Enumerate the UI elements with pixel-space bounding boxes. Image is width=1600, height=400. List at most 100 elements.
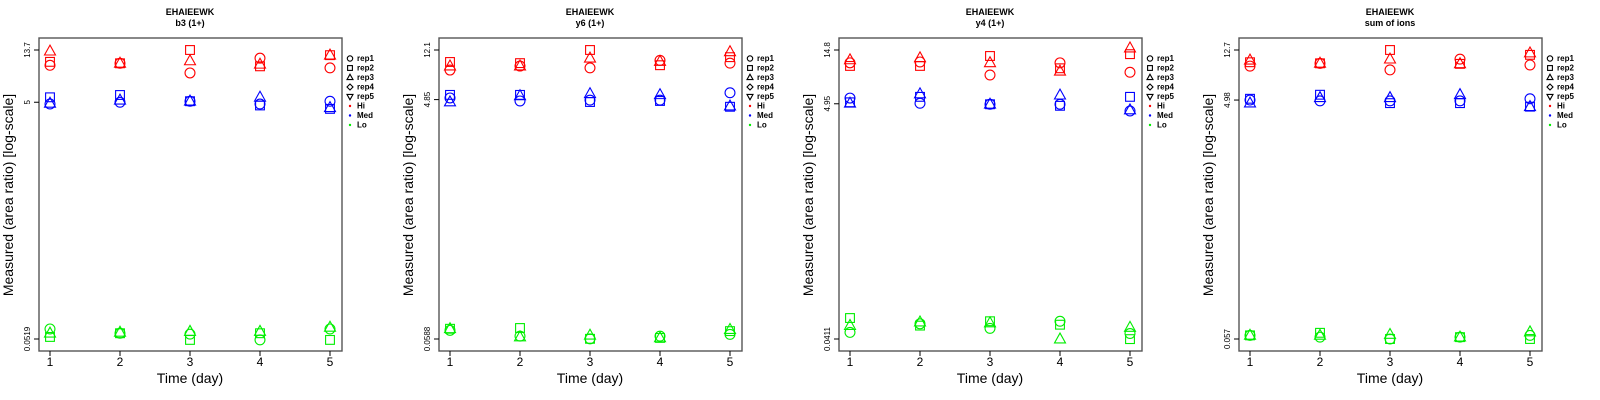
data-point-lo-rep1 xyxy=(914,318,926,330)
data-point-lo-rep2 xyxy=(1055,319,1065,330)
legend-label-rep1: rep1 xyxy=(1557,54,1574,63)
x-axis-label: Time (day) xyxy=(1357,370,1423,386)
legend-symbol-rep1 xyxy=(1546,55,1554,62)
data-point-lo-rep2 xyxy=(1525,334,1535,344)
chart-title: EHAIEEWK xyxy=(166,7,215,17)
x-tick-label: 5 xyxy=(327,355,334,369)
data-point-lo-rep3 xyxy=(1383,327,1397,339)
data-point-med-rep3 xyxy=(513,88,527,101)
y-tick-label: 0.057 xyxy=(1223,328,1232,349)
chart-title: EHAIEEWK xyxy=(1366,7,1415,17)
data-point-lo-rep1 xyxy=(254,334,266,346)
data-point-hi-rep1 xyxy=(254,52,266,64)
data-point-hi-rep1 xyxy=(1054,57,1066,69)
legend-label-rep4: rep4 xyxy=(757,83,774,92)
data-point-lo-rep3 xyxy=(913,314,927,327)
data-point-hi-rep1 xyxy=(184,67,196,79)
data-point-med-rep1 xyxy=(1524,93,1536,105)
data-point-med-rep1 xyxy=(514,95,526,107)
legend-label-rep5: rep5 xyxy=(757,92,774,101)
x-tick-label: 3 xyxy=(1387,355,1394,369)
x-tick-label: 4 xyxy=(257,355,264,369)
legend-label-rep5: rep5 xyxy=(1557,92,1574,101)
data-point-lo-rep3 xyxy=(1123,320,1137,332)
x-tick-label: 1 xyxy=(1247,355,1254,369)
y-tick-label: 0.0411 xyxy=(823,327,832,351)
data-point-hi-rep2 xyxy=(985,51,995,61)
y-axis-label: Measured (area ratio) [log-scale] xyxy=(800,94,816,296)
data-point-med-rep2 xyxy=(445,89,455,100)
data-point-hi-rep3 xyxy=(253,57,267,69)
data-point-med-rep1 xyxy=(114,96,126,108)
legend-symbol-rep2 xyxy=(1547,65,1553,71)
data-point-med-rep1 xyxy=(584,94,596,106)
legend-label-rep4: rep4 xyxy=(357,83,374,92)
y-tick-label: 4.95 xyxy=(823,95,832,111)
legend-symbol-rep3 xyxy=(746,73,754,81)
data-point-hi-rep2 xyxy=(725,52,735,63)
x-tick-label: 1 xyxy=(47,355,54,369)
data-point-hi-rep1 xyxy=(1124,66,1136,78)
data-point-hi-rep2 xyxy=(445,57,455,67)
data-point-med-rep3 xyxy=(1123,102,1137,115)
data-point-med-rep3 xyxy=(1383,90,1397,103)
legend-symbol-med xyxy=(1548,114,1552,117)
x-tick-label: 5 xyxy=(727,355,734,369)
data-point-hi-rep3 xyxy=(583,51,597,63)
legend-symbol-hi xyxy=(348,104,352,108)
data-point-hi-rep2 xyxy=(515,58,525,69)
data-point-med-rep1 xyxy=(1054,98,1066,110)
legend-label-hi: Hi xyxy=(1157,102,1165,111)
x-tick-label: 5 xyxy=(1127,355,1134,369)
data-point-lo-rep2 xyxy=(1385,334,1395,344)
legend-label-rep1: rep1 xyxy=(1157,54,1174,63)
legend-symbol-hi xyxy=(1548,104,1552,108)
data-point-hi-rep3 xyxy=(653,54,667,66)
chart-subtitle: y4 (1+) xyxy=(976,18,1005,28)
x-tick-label: 5 xyxy=(1527,355,1534,369)
data-point-hi-rep3 xyxy=(513,58,527,71)
x-tick-label: 2 xyxy=(117,355,124,369)
data-point-hi-rep2 xyxy=(845,60,855,71)
legend-label-lo: Lo xyxy=(757,121,767,130)
data-point-med-rep3 xyxy=(843,96,857,108)
data-point-med-rep1 xyxy=(1454,95,1466,107)
legend-symbol-rep5 xyxy=(1146,93,1154,101)
data-point-hi-rep3 xyxy=(1383,51,1397,64)
data-point-lo-rep3 xyxy=(443,321,457,334)
data-point-hi-rep3 xyxy=(1053,64,1067,76)
data-point-hi-rep1 xyxy=(984,69,996,81)
data-point-hi-rep3 xyxy=(1123,40,1137,53)
data-point-lo-rep3 xyxy=(1453,329,1467,342)
data-point-hi-rep2 xyxy=(1385,45,1395,55)
data-point-hi-rep3 xyxy=(1523,45,1537,58)
data-point-med-rep3 xyxy=(1243,95,1257,108)
data-point-hi-rep3 xyxy=(1313,56,1327,68)
data-point-hi-rep1 xyxy=(1384,64,1396,76)
y-tick-label: 5 xyxy=(23,99,32,104)
legend-symbol-hi xyxy=(1148,104,1152,108)
data-point-med-rep2 xyxy=(655,96,665,106)
x-axis-label: Time (day) xyxy=(557,370,623,386)
data-point-med-rep2 xyxy=(1245,93,1255,104)
data-point-lo-rep3 xyxy=(583,328,597,340)
legend-symbol-rep5 xyxy=(346,93,354,101)
plot-frame xyxy=(38,37,343,352)
legend-symbol-lo xyxy=(348,123,352,127)
data-point-med-rep1 xyxy=(844,92,856,104)
legend-symbol-rep5 xyxy=(1546,93,1554,101)
data-point-med-rep1 xyxy=(44,98,56,110)
legend-label-lo: Lo xyxy=(1157,121,1167,130)
data-point-med-rep2 xyxy=(115,90,125,100)
data-point-med-rep3 xyxy=(653,87,667,100)
legend-symbol-rep3 xyxy=(1146,73,1154,81)
legend-symbol-lo xyxy=(1148,123,1152,127)
y-tick-label: 12.1 xyxy=(423,42,432,58)
legend-symbol-med xyxy=(1148,114,1152,117)
legend-symbol-rep4 xyxy=(1546,83,1554,91)
x-tick-label: 3 xyxy=(587,355,594,369)
legend-symbol-med xyxy=(348,114,352,117)
legend-symbol-rep2 xyxy=(1147,65,1153,71)
data-point-med-rep3 xyxy=(1313,90,1327,103)
